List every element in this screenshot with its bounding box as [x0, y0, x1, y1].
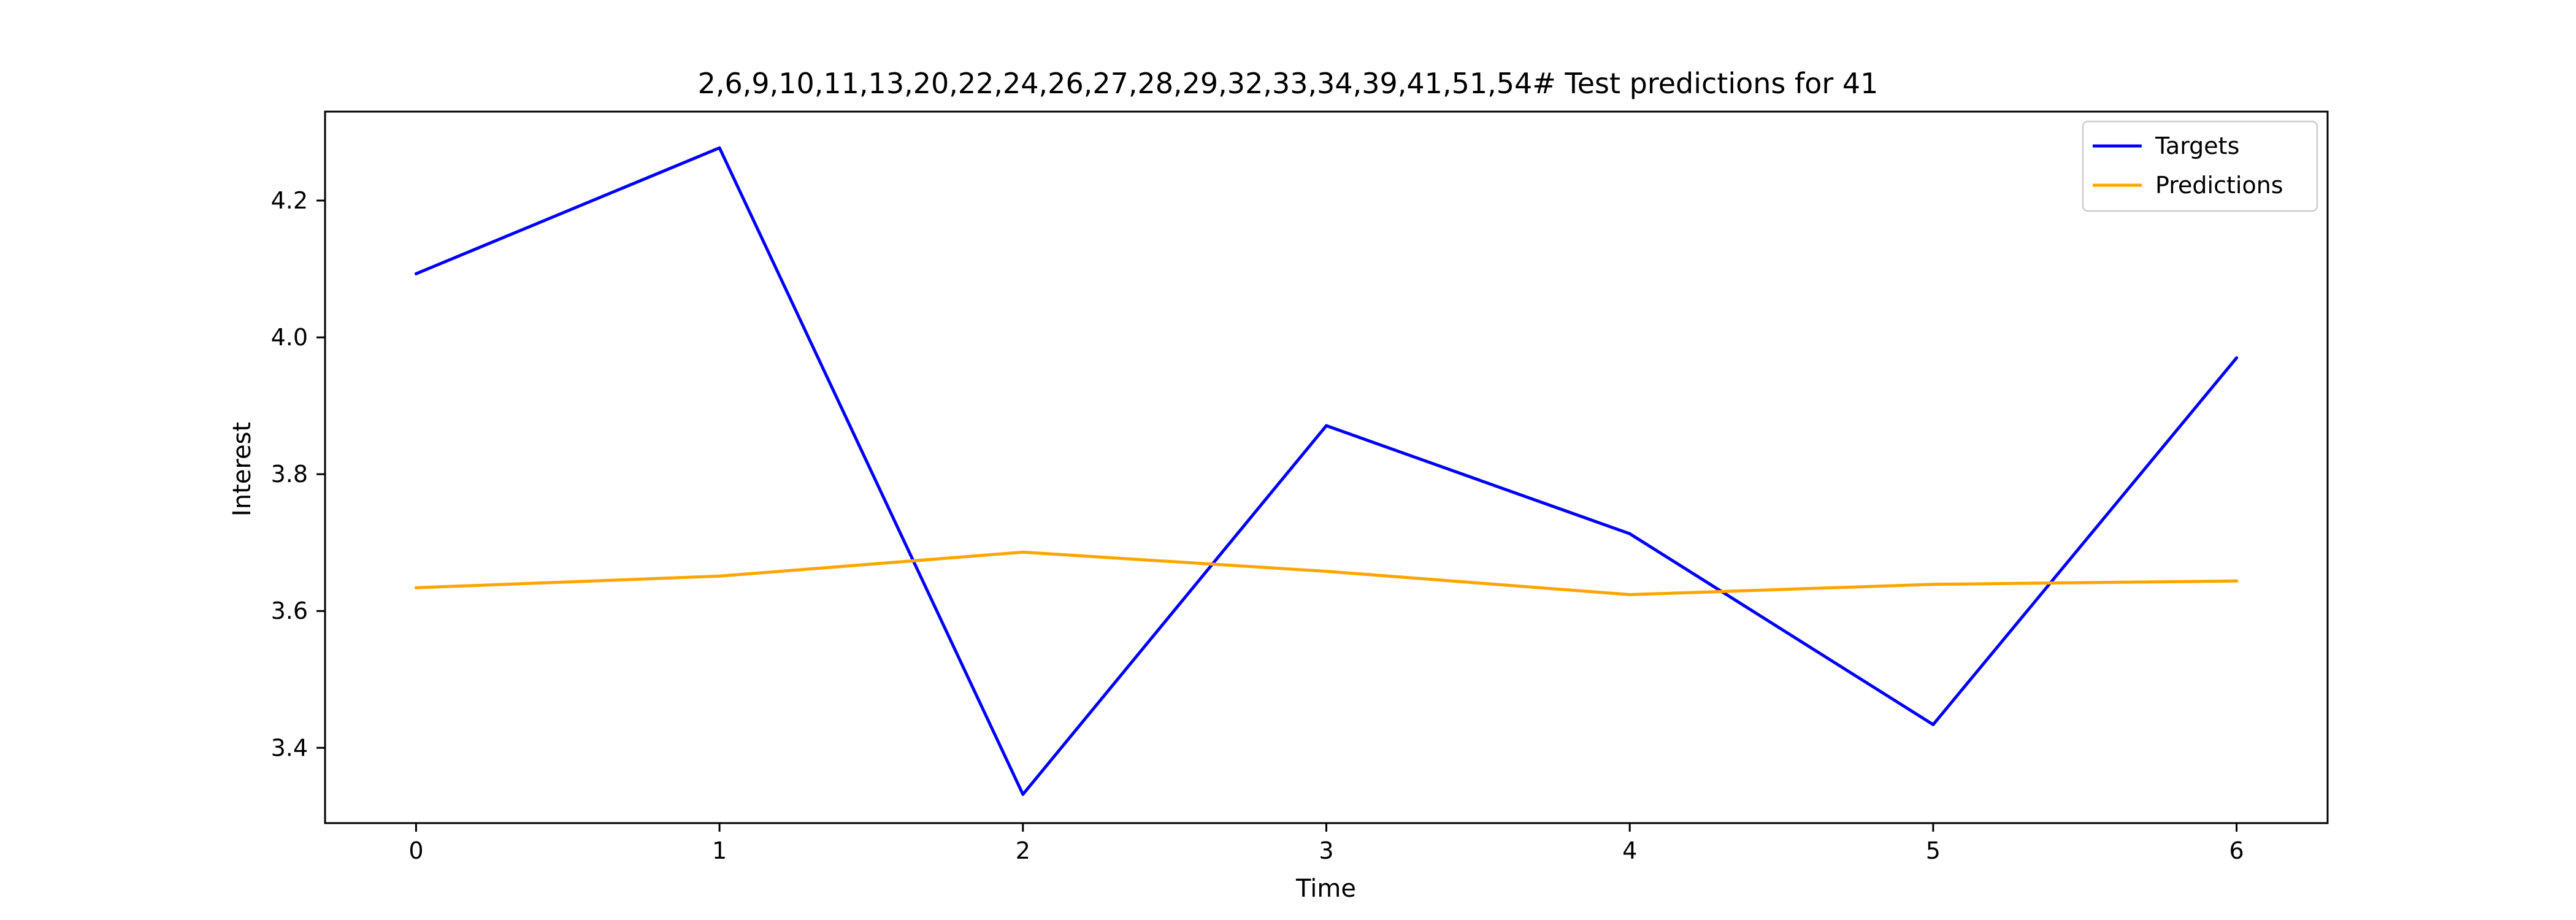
x-tick-label-2: 2	[1016, 837, 1030, 864]
predictions-point-6	[2235, 579, 2239, 583]
targets-point-3	[1325, 424, 1328, 427]
predictions-point-5	[1931, 583, 1935, 586]
targets-point-1	[718, 146, 721, 150]
predictions-point-3	[1325, 570, 1328, 573]
plot-frame	[324, 110, 2329, 824]
legend-label-targets: Targets	[2155, 132, 2239, 159]
targets-point-6	[2235, 356, 2239, 360]
predictions-point-1	[718, 574, 721, 578]
targets-point-0	[414, 272, 418, 275]
legend-box	[2082, 120, 2318, 212]
y-tick-label-1: 3.6	[271, 597, 308, 624]
predictions-point-2	[1021, 550, 1025, 554]
targets-point-2	[1021, 792, 1025, 796]
y-tick-label-2: 3.8	[271, 461, 308, 488]
predictions-point-4	[1628, 592, 1631, 596]
targets-line	[414, 146, 2239, 796]
x-tick-label-4: 4	[1622, 837, 1637, 864]
x-tick-label-6: 6	[2229, 837, 2244, 864]
y-axis-label: Interest	[228, 422, 256, 516]
legend-label-predictions: Predictions	[2155, 172, 2283, 199]
x-tick-label-3: 3	[1319, 837, 1333, 864]
targets-point-4	[1628, 532, 1631, 535]
x-tick-label-0: 0	[408, 837, 423, 864]
x-axis-label: Time	[1295, 875, 1356, 903]
y-tick-label-0: 3.4	[271, 734, 308, 761]
x-tick-label-1: 1	[712, 837, 727, 864]
predictions-line	[414, 550, 2239, 596]
x-tick-label-5: 5	[1926, 837, 1941, 864]
targets-point-5	[1931, 723, 1935, 726]
legend: Targets Predictions	[2082, 120, 2318, 212]
y-tick-label-3: 4.0	[271, 324, 308, 351]
y-tick-label-4: 4.2	[271, 187, 308, 214]
plot-area	[414, 146, 2239, 796]
chart-title: 2,6,9,10,11,13,20,22,24,26,27,28,29,32,3…	[698, 67, 1879, 100]
predictions-point-0	[414, 586, 418, 589]
